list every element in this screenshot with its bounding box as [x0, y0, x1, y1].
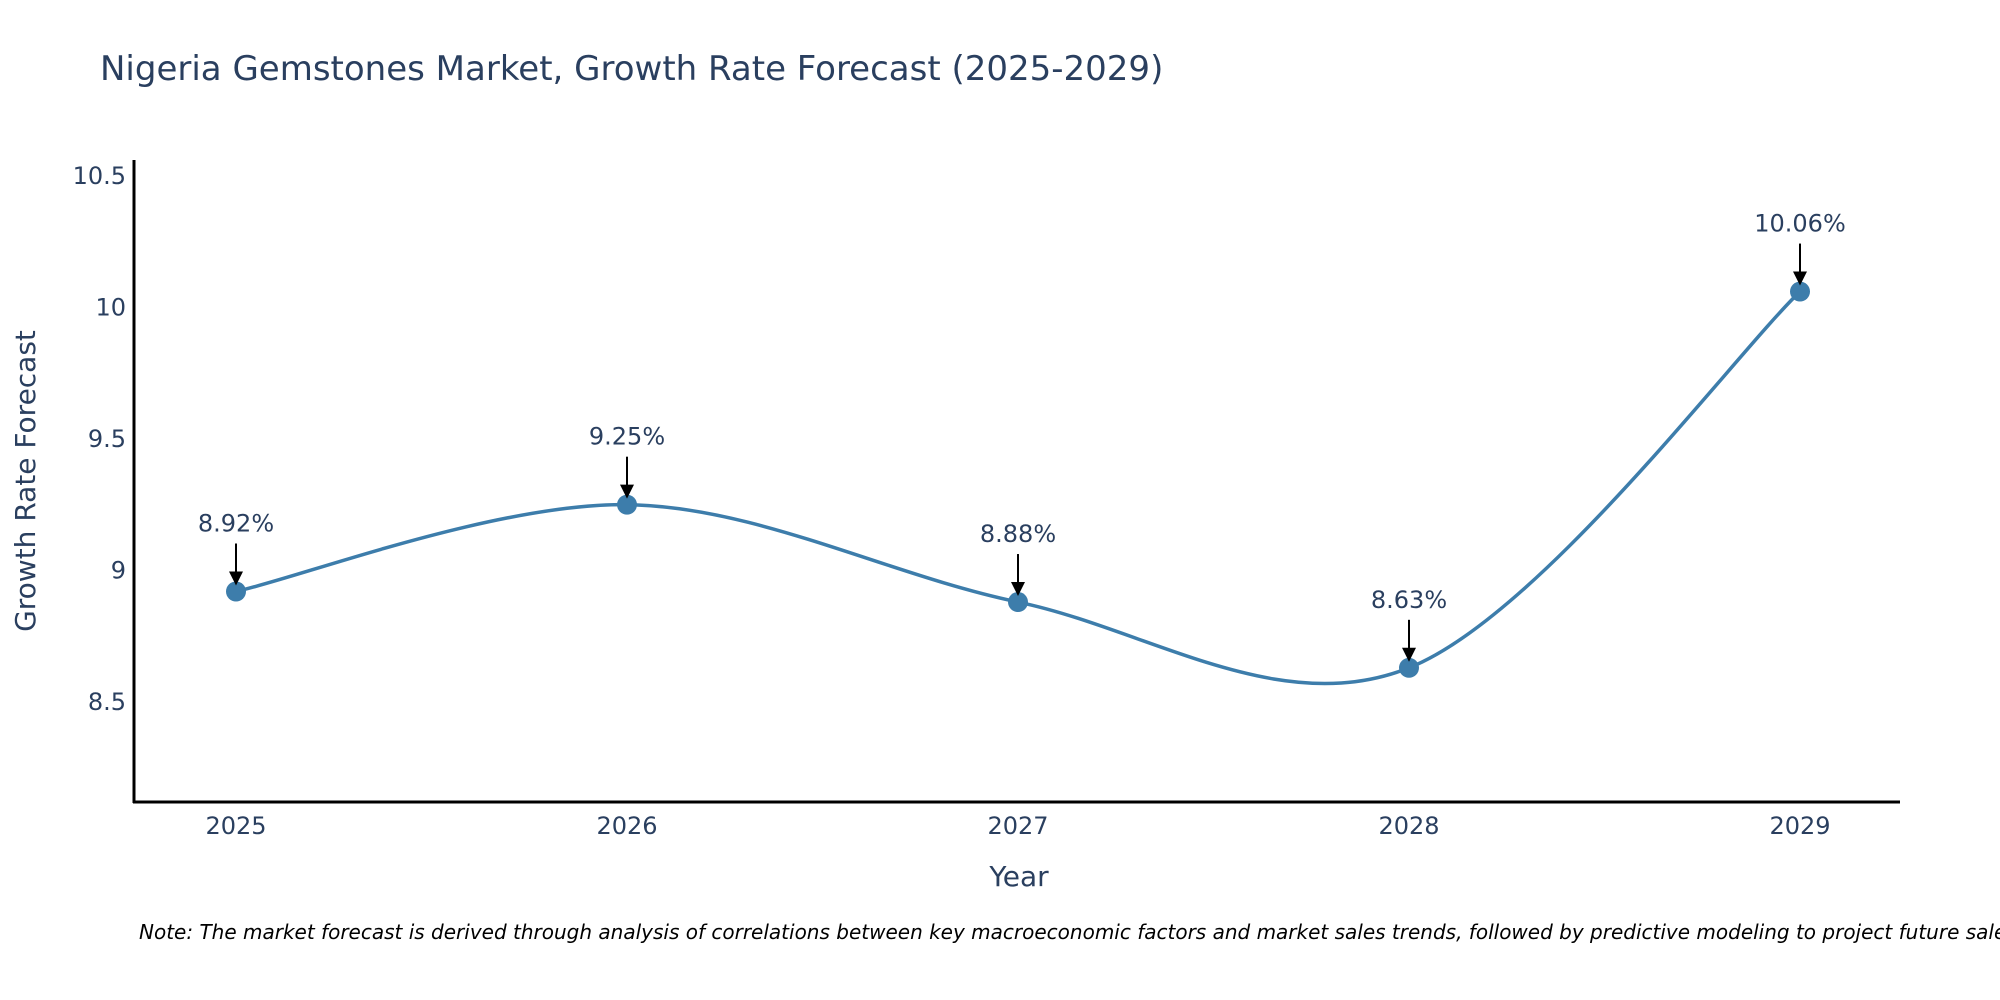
- data-label: 9.25%: [589, 423, 665, 451]
- data-point: [1008, 592, 1028, 613]
- y-tick-label: 9.5: [88, 425, 126, 453]
- x-ticks: 2025 2026 2027 2028 2029: [205, 812, 1830, 840]
- chart-title: Nigeria Gemstones Market, Growth Rate Fo…: [100, 49, 1163, 89]
- annotation-arrow-head: [1793, 271, 1807, 286]
- x-tick-label: 2025: [205, 812, 266, 840]
- annotation-arrow-head: [1011, 582, 1025, 597]
- x-axis-title: Year: [988, 860, 1049, 893]
- annotation-arrow-head: [229, 571, 243, 586]
- y-axis-title: Growth Rate Forecast: [9, 330, 42, 632]
- x-tick-label: 2027: [987, 812, 1048, 840]
- data-point: [1790, 281, 1810, 302]
- data-label: 8.88%: [980, 520, 1056, 548]
- x-tick-label: 2026: [596, 812, 657, 840]
- y-tick-label: 8.5: [88, 688, 126, 716]
- data-label: 8.63%: [1371, 586, 1447, 614]
- y-tick-label: 9: [111, 556, 126, 584]
- annotation-arrow-head: [620, 484, 634, 499]
- x-tick-label: 2029: [1769, 812, 1830, 840]
- data-point: [617, 494, 637, 515]
- y-ticks: 8.5 9 9.5 10 10.5: [73, 162, 126, 716]
- data-label: 10.06%: [1754, 210, 1846, 238]
- plot-area: 8.5 9 9.5 10 10.5 2025 2026 2027 2028 2029 8.92%…: [73, 160, 1900, 840]
- data-point: [226, 581, 246, 602]
- y-tick-label: 10: [95, 293, 126, 321]
- data-label: 8.92%: [198, 510, 274, 538]
- footnote: Note: The market forecast is derived thr…: [139, 920, 2000, 944]
- data-labels: 8.92% 9.25% 8.88% 8.63% 10.06%: [198, 210, 1846, 662]
- series-line: [235, 290, 1802, 686]
- annotation-arrow-head: [1402, 647, 1416, 662]
- y-tick-label: 10.5: [73, 162, 126, 190]
- x-tick-label: 2028: [1378, 812, 1439, 840]
- data-point: [1399, 657, 1419, 678]
- data-points: [226, 281, 1810, 678]
